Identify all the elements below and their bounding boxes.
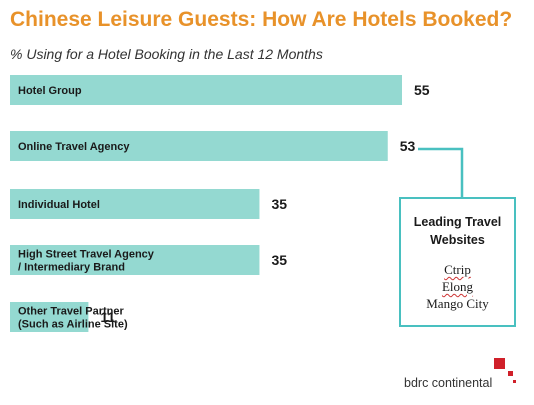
- bars-group: Hotel Group 55 Online Travel Agency 53 Indiv…: [10, 75, 430, 332]
- category-label: High Street Travel Agency: [18, 249, 155, 261]
- value-label: 55: [414, 82, 430, 98]
- bar: [10, 189, 260, 219]
- value-label: 11: [100, 309, 115, 325]
- chart-title: Chinese Leisure Guests: How Are Hotels B…: [10, 8, 513, 31]
- bar: [10, 131, 388, 161]
- value-label: 35: [271, 196, 287, 212]
- category-label: Online Travel Agency: [18, 141, 130, 153]
- value-label: 35: [271, 252, 287, 268]
- category-label: Hotel Group: [18, 85, 82, 97]
- website-ctrip: Ctrip: [444, 262, 471, 277]
- logo-square-small: [508, 371, 513, 376]
- callout-title-line: Websites: [430, 233, 485, 247]
- category-label: / Intermediary Brand: [18, 262, 125, 274]
- category-label: Other Travel Partner: [18, 306, 124, 318]
- value-label: 53: [400, 138, 416, 154]
- website-list: Ctrip Elong Mango City: [401, 261, 514, 312]
- bdrc-continental-logo: bdrc continental: [404, 358, 526, 398]
- logo-text: bdrc continental: [404, 376, 493, 390]
- callout-connector-line: [418, 147, 464, 197]
- bar: [10, 75, 402, 105]
- callout-title: Leading Travel Websites: [401, 213, 514, 249]
- bar: [10, 245, 260, 275]
- logo-square-tiny: [513, 380, 516, 383]
- logo-square-large: [494, 358, 505, 369]
- category-label: Individual Hotel: [18, 199, 100, 211]
- chart-subtitle: % Using for a Hotel Booking in the Last …: [10, 46, 323, 62]
- leading-travel-websites-box: Leading Travel Websites Ctrip Elong Mang…: [399, 197, 516, 327]
- category-label: (Such as Airline Site): [18, 319, 128, 331]
- website-elong: Elong: [441, 279, 474, 294]
- website-mango-city: Mango City: [426, 296, 489, 311]
- bar: [10, 302, 89, 332]
- callout-title-line: Leading Travel: [413, 215, 502, 229]
